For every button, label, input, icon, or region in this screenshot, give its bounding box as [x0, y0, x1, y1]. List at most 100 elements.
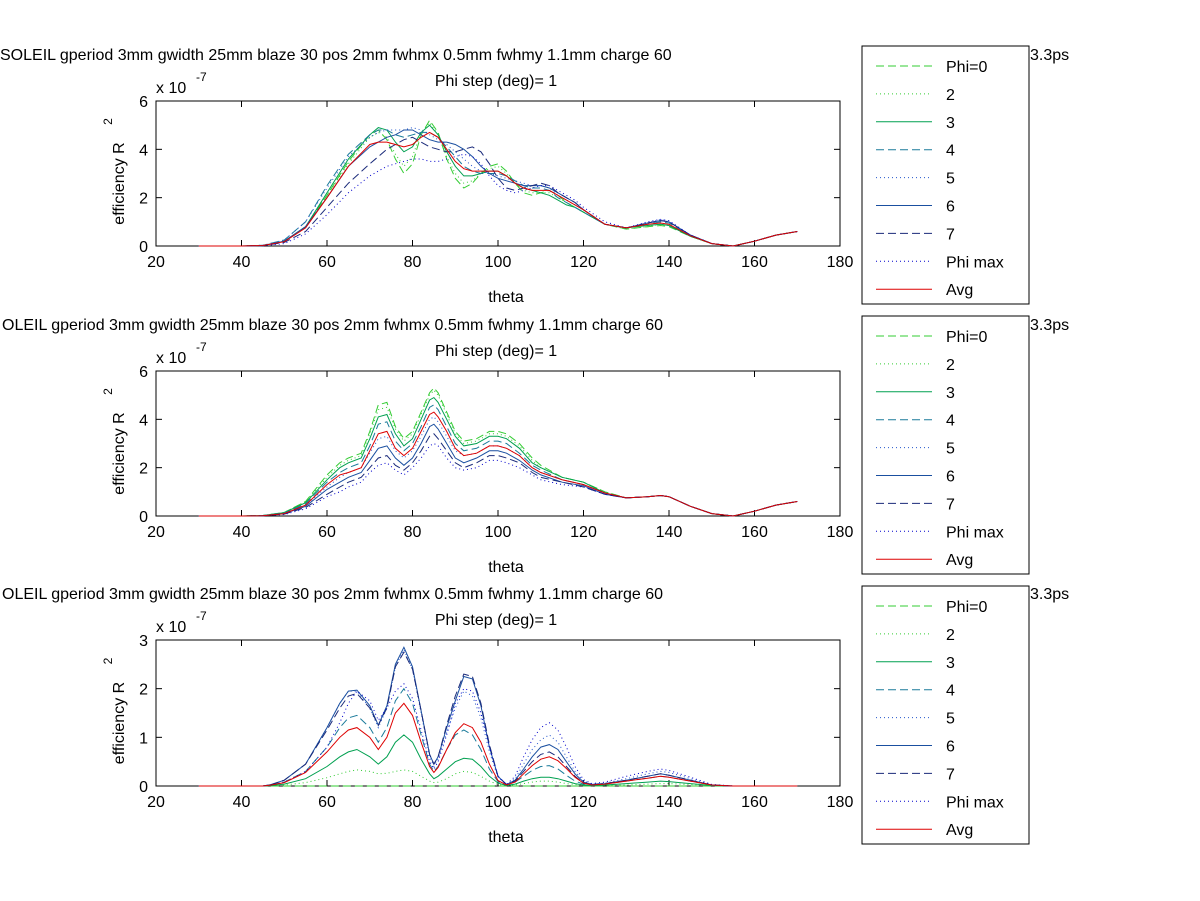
y-tick-label: 4: [139, 142, 148, 159]
series-line-5: [198, 648, 798, 787]
chart-subtitle: Phi step (deg)= 1: [435, 73, 557, 90]
legend-label: Avg: [946, 822, 973, 839]
y-tick-label: 1: [139, 730, 148, 747]
axes-frame: [155, 639, 841, 787]
legend-label: Avg: [946, 282, 973, 299]
series-line-6: [198, 423, 798, 517]
legend-label: 2: [946, 357, 955, 374]
x-tick-label: 60: [318, 254, 336, 271]
x-tick-label: 60: [318, 524, 336, 541]
legend-label: 6: [946, 469, 955, 486]
x-tick-label: 80: [404, 524, 422, 541]
y-exponent-label: x 10: [156, 619, 186, 636]
legend-label: 3: [946, 655, 955, 672]
legend-box: [861, 315, 1030, 575]
x-tick-label: 180: [827, 254, 854, 271]
series-line-5: [198, 127, 798, 247]
x-tick-label: 160: [741, 794, 768, 811]
series-line-4: [198, 687, 798, 787]
y-axis-label: efficiency R: [111, 682, 128, 764]
x-tick-label: 180: [827, 794, 854, 811]
legend-label: 5: [946, 711, 955, 728]
x-tick-label: 180: [827, 524, 854, 541]
chart-title-right: 3.3ps: [1030, 586, 1069, 603]
y-exponent-label: x 10: [156, 80, 186, 97]
chart-title: OLEIL gperiod 3mm gwidth 25mm blaze 30 p…: [2, 586, 663, 603]
legend-label: 4: [946, 683, 955, 700]
y-tick-label: 0: [139, 509, 148, 526]
series-line-2: [198, 389, 798, 517]
x-tick-label: 140: [656, 254, 683, 271]
legend-label: Phi max: [946, 254, 1004, 271]
y-axis-label: efficiency R: [111, 142, 128, 224]
x-tick-label: 120: [570, 794, 597, 811]
legend-label: 2: [946, 87, 955, 104]
legend-label: Phi=0: [946, 599, 987, 616]
legend-label: Phi max: [946, 524, 1004, 541]
y-exponent-superscript: -7: [196, 70, 207, 84]
x-tick-label: 20: [147, 524, 165, 541]
y-exponent-superscript: -7: [196, 609, 207, 623]
x-tick-label: 140: [656, 524, 683, 541]
x-tick-label: 140: [656, 794, 683, 811]
legend-label: 4: [946, 413, 955, 430]
chart-title-right: 3.3ps: [1030, 47, 1069, 64]
legend-box: [861, 45, 1030, 305]
chart-title-right: 3.3ps: [1030, 317, 1069, 334]
chart-panel-1: 20 40 60 80 100 120 140 160 180 0 2 4 6 x 10 -7 theta ef…: [0, 45, 1069, 306]
chart-panel-3: 20 40 60 80 100 120 140 160 180 0 1 2 3 x 10 -7 theta ef…: [2, 585, 1069, 846]
series-line-2: [198, 121, 798, 247]
series-line-9: [198, 411, 798, 517]
y-axis-label-superscript: 2: [101, 388, 115, 395]
series-line-3: [198, 124, 798, 247]
x-tick-label: 60: [318, 794, 336, 811]
axes-frame: [155, 100, 841, 247]
series-line-8: [198, 683, 798, 787]
series-line-3: [198, 734, 798, 787]
y-tick-label: 6: [139, 364, 148, 381]
series-line-7: [198, 136, 798, 247]
y-tick-label: 0: [139, 779, 148, 796]
legend-label: 7: [946, 226, 955, 243]
legend-label: 5: [946, 441, 955, 458]
legend-label: 5: [946, 171, 955, 188]
chart-title: SOLEIL gperiod 3mm gwidth 25mm blaze 30 …: [0, 47, 672, 64]
legend: Phi=0 2 3 4 5 6 7 Phi max Avg: [861, 45, 1030, 305]
x-axis-label: theta: [488, 559, 524, 576]
chart-title: OLEIL gperiod 3mm gwidth 25mm blaze 30 p…: [2, 317, 663, 334]
legend-label: 7: [946, 496, 955, 513]
series-line-2: [198, 769, 798, 787]
chart-panel-2: 20 40 60 80 100 120 140 160 180 0 2 4 6 x 10 -7 theta ef…: [2, 315, 1069, 576]
x-axis-label: theta: [488, 829, 524, 846]
legend-label: Phi max: [946, 794, 1004, 811]
y-axis-label-superscript: 2: [101, 118, 115, 125]
y-tick-label: 6: [139, 94, 148, 111]
legend: Phi=0 2 3 4 5 6 7 Phi max Avg: [861, 315, 1030, 575]
legend-box: [861, 585, 1030, 845]
y-axis-label: efficiency R: [111, 412, 128, 494]
series-line-4: [198, 129, 798, 247]
x-tick-label: 100: [485, 524, 512, 541]
chart-subtitle: Phi step (deg)= 1: [435, 343, 557, 360]
x-tick-label: 40: [233, 524, 251, 541]
legend-label: 3: [946, 385, 955, 402]
y-tick-label: 4: [139, 412, 148, 429]
legend-label: 7: [946, 766, 955, 783]
y-exponent-label: x 10: [156, 350, 186, 367]
y-exponent-superscript: -7: [196, 340, 207, 354]
x-tick-label: 20: [147, 794, 165, 811]
legend-label: 3: [946, 115, 955, 132]
legend-label: Avg: [946, 552, 973, 569]
series-line-7: [198, 651, 798, 787]
x-tick-label: 160: [741, 254, 768, 271]
x-tick-label: 40: [233, 794, 251, 811]
y-axis-label-superscript: 2: [101, 657, 115, 664]
x-tick-label: 100: [485, 794, 512, 811]
x-tick-label: 20: [147, 254, 165, 271]
series-line-1: [198, 119, 798, 247]
series-line-1: [198, 387, 798, 517]
y-tick-label: 2: [139, 682, 148, 699]
series-line-4: [198, 404, 798, 517]
series-line-6: [198, 646, 798, 787]
